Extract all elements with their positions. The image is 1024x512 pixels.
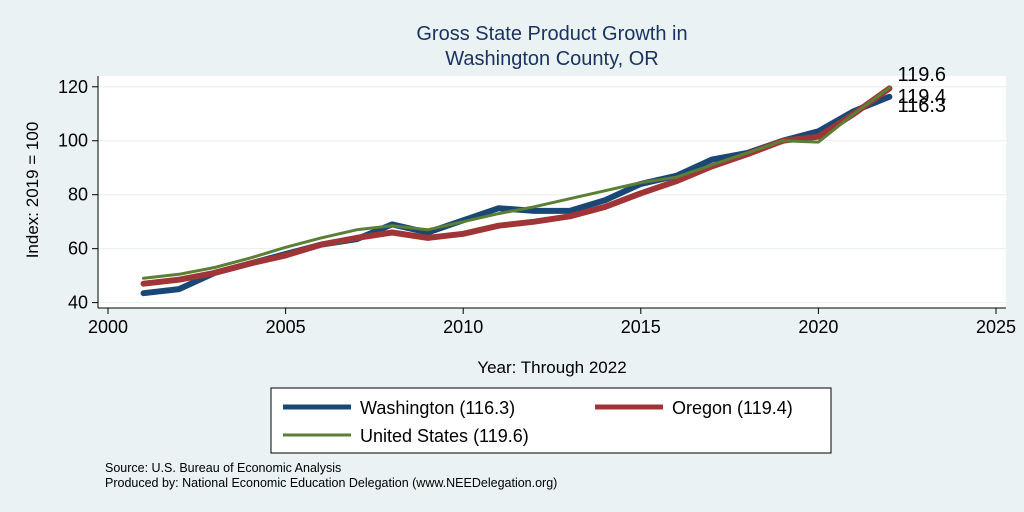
x-tick-label: 2000	[88, 317, 128, 337]
y-tick-label: 120	[58, 77, 88, 97]
y-axis: 40 60 80 100 120	[58, 76, 99, 313]
legend-label-united-states: United States (119.6)	[360, 426, 529, 446]
x-tick-label: 2025	[976, 317, 1016, 337]
x-tick-label: 2015	[621, 317, 661, 337]
legend-box	[270, 387, 832, 454]
legend-label-oregon: Oregon (119.4)	[672, 398, 793, 418]
y-tick-label: 80	[68, 185, 88, 205]
gridlines	[98, 86, 1006, 304]
source-note: Source: U.S. Bureau of Economic Analysis	[105, 461, 341, 475]
producer-note: Produced by: National Economic Education…	[105, 476, 557, 490]
x-tick-label: 2010	[443, 317, 483, 337]
end-label-washington: 116.3	[897, 95, 946, 117]
x-tick-label: 2005	[266, 317, 306, 337]
x-axis-title: Year: Through 2022	[477, 358, 626, 377]
chart-title-line-1: Gross State Product Growth in	[416, 23, 687, 45]
end-label-united-states: 119.6	[897, 64, 946, 86]
y-tick-label: 100	[58, 131, 88, 151]
series-lines	[140, 85, 893, 297]
x-axis: 2000 2005 2010 2015 2020 2025	[88, 307, 1016, 337]
y-axis-title: Index: 2019 = 100	[23, 122, 42, 259]
x-tick-label: 2020	[798, 317, 838, 337]
series-line-united-states	[142, 86, 891, 280]
legend: Washington (116.3) Oregon (119.4) United…	[270, 387, 832, 454]
legend-label-washington: Washington (116.3)	[360, 398, 515, 418]
y-tick-label: 40	[68, 293, 88, 313]
y-tick-label: 60	[68, 239, 88, 259]
chart-title-line-2: Washington County, OR	[445, 48, 658, 70]
plot-area	[98, 76, 1006, 308]
end-label-oregon: 119.4	[897, 86, 946, 108]
